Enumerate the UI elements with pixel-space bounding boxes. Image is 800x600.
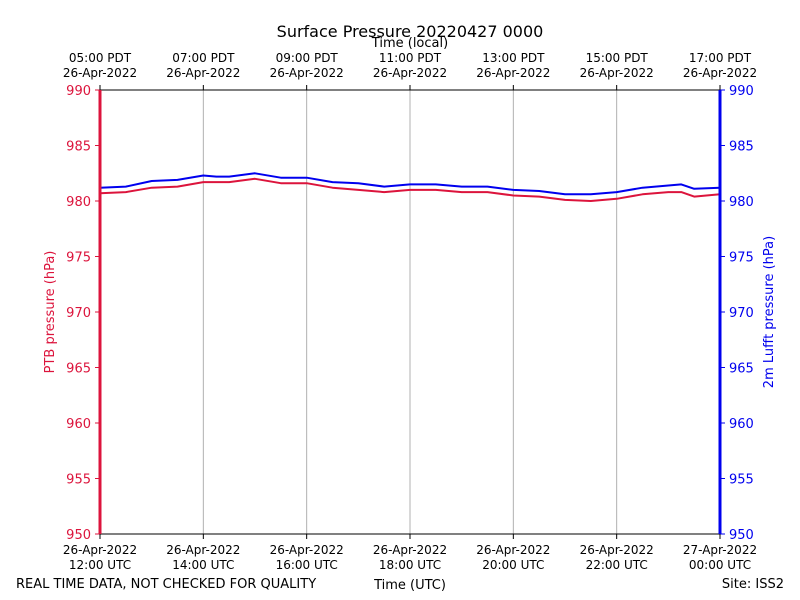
left-tick-label: 990 [66,84,91,99]
right-tick-label: 985 [729,140,754,155]
top-tick-time: 13:00 PDT [482,51,545,65]
left-tick-label: 970 [66,306,91,321]
right-tick-label: 955 [729,473,754,488]
top-tick-time: 07:00 PDT [172,51,235,65]
bottom-tick-date: 27-Apr-2022 [683,543,757,557]
left-axis-label: PTB pressure (hPa) [43,251,58,374]
top-tick-time: 11:00 PDT [379,51,442,65]
top-tick-date: 26-Apr-2022 [683,66,757,80]
top-tick-time: 17:00 PDT [689,51,752,65]
top-tick-date: 26-Apr-2022 [580,66,654,80]
top-tick-date: 26-Apr-2022 [166,66,240,80]
bottom-tick-time: 20:00 UTC [482,558,544,572]
bottom-tick-time: 12:00 UTC [69,558,131,572]
left-axis-ticks: 950 955 960 965 970 975 980 985 990 [66,84,100,543]
top-tick-date: 26-Apr-2022 [270,66,344,80]
grid-lines [202,90,618,534]
right-tick-label: 990 [729,84,754,99]
left-tick-label: 955 [66,473,91,488]
bottom-tick-date: 26-Apr-2022 [580,543,654,557]
top-tick-date: 26-Apr-2022 [476,66,550,80]
bottom-tick-date: 26-Apr-2022 [63,543,137,557]
bottom-tick-date: 26-Apr-2022 [373,543,447,557]
bottom-tick-time: 22:00 UTC [586,558,648,572]
top-tick-time: 15:00 PDT [586,51,649,65]
left-tick-label: 965 [66,362,91,377]
bottom-tick-time: 16:00 UTC [276,558,338,572]
quality-notice: REAL TIME DATA, NOT CHECKED FOR QUALITY [16,577,316,592]
bottom-tick-date: 26-Apr-2022 [270,543,344,557]
top-tick-date: 26-Apr-2022 [373,66,447,80]
top-tick-time: 05:00 PDT [69,51,132,65]
right-tick-label: 975 [729,251,754,266]
chart-title: Surface Pressure 20220427 0000 [277,22,544,41]
right-axis-label: 2m Lufft pressure (hPa) [762,236,777,388]
right-tick-label: 950 [729,528,754,543]
x-axis-label: Time (UTC) [373,578,446,593]
right-tick-label: 965 [729,362,754,377]
site-label: Site: ISS2 [722,577,784,592]
lufft-pressure-line [99,172,721,196]
right-tick-label: 970 [729,306,754,321]
series-layer [99,172,721,202]
right-tick-label: 960 [729,417,754,432]
left-tick-label: 975 [66,251,91,266]
bottom-tick-time: 14:00 UTC [172,558,234,572]
bottom-tick-time: 18:00 UTC [379,558,441,572]
left-tick-label: 950 [66,528,91,543]
top-axis-label: Time (local) [371,36,448,51]
top-tick-time: 09:00 PDT [276,51,339,65]
left-tick-label: 960 [66,417,91,432]
bottom-tick-date: 26-Apr-2022 [476,543,550,557]
left-tick-label: 985 [66,140,91,155]
bottom-tick-time: 00:00 UTC [689,558,751,572]
left-tick-label: 980 [66,195,91,210]
bottom-tick-date: 26-Apr-2022 [166,543,240,557]
top-tick-date: 26-Apr-2022 [63,66,137,80]
right-tick-label: 980 [729,195,754,210]
ptb-pressure-line [99,177,721,202]
right-axis-ticks: 950 955 960 965 970 975 980 985 990 [720,84,754,543]
